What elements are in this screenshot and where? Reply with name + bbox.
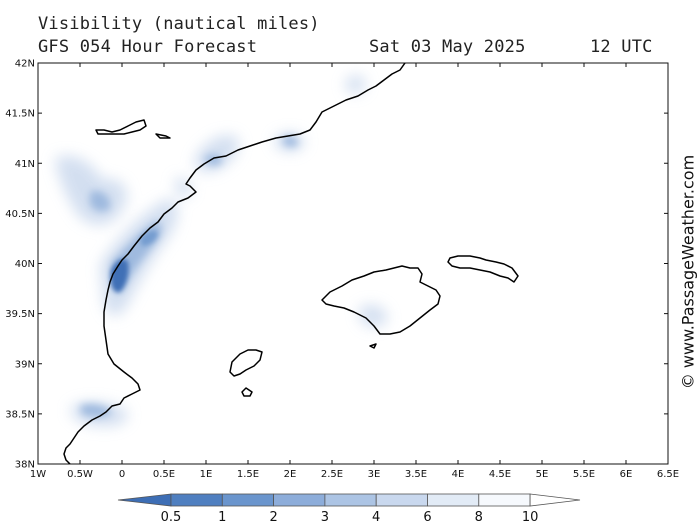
lon-tick-label: 0 <box>119 469 125 480</box>
legend-label: 2 <box>269 510 277 525</box>
forecast-time: 12 UTC <box>590 37 653 57</box>
legend-label: 6 <box>423 510 431 525</box>
lon-tick-label: 1W <box>30 469 46 480</box>
cabrera-island <box>369 343 377 349</box>
legend-swatch <box>170 493 223 507</box>
lon-tick-label: 4E <box>452 469 465 480</box>
lat-tick-label: 39N <box>15 359 35 370</box>
legend-label: 3 <box>321 510 329 525</box>
ebro-delta-islet-north <box>95 119 147 135</box>
lat-tick-label: 40.5N <box>5 209 35 220</box>
lon-tick-label: 5.5E <box>573 469 595 480</box>
legend-label: 0.5 <box>161 510 182 525</box>
lon-tick-label: 3E <box>368 469 381 480</box>
lon-tick-label: 6.5E <box>657 469 679 480</box>
credit-text: © www.PassageWeather.com <box>678 154 698 390</box>
legend-arrow-high <box>529 493 581 507</box>
lon-tick-label: 6E <box>620 469 633 480</box>
legend-swatch <box>273 493 326 507</box>
lat-tick-label: 42N <box>15 59 35 70</box>
lon-tick-label: 0.5W <box>67 469 93 480</box>
lon-tick-label: 3.5E <box>405 469 427 480</box>
mallorca-island <box>321 265 441 335</box>
visibility-legend: 0.5 1 2 3 4 6 8 10 <box>117 493 581 525</box>
visibility-shading <box>55 75 388 427</box>
forecast-label: GFS 054 Hour Forecast <box>38 37 258 57</box>
coastline <box>63 63 519 464</box>
legend-swatch <box>221 493 275 507</box>
forecast-date: Sat 03 May 2025 <box>369 37 526 57</box>
lon-tick-label: 0.5E <box>153 469 175 480</box>
ibiza-island <box>229 349 263 377</box>
lon-tick-label: 5E <box>536 469 549 480</box>
legend-swatch <box>375 493 428 507</box>
legend-swatch <box>427 493 480 507</box>
legend-label: 10 <box>522 510 539 525</box>
lat-tick-label: 39.5N <box>5 309 35 320</box>
legend-swatch <box>324 493 377 507</box>
lon-tick-label: 2.5E <box>321 469 343 480</box>
legend-label: 4 <box>372 510 380 525</box>
legend-arrow-low <box>117 493 172 507</box>
lat-tick-label: 38N <box>15 460 35 471</box>
lon-tick-label: 1.5E <box>237 469 259 480</box>
ebro-delta-islet-east <box>155 133 171 139</box>
lon-tick-label: 2E <box>284 469 297 480</box>
lat-tick-label: 40N <box>15 259 35 270</box>
lon-tick-label: 4.5E <box>489 469 511 480</box>
legend-label: 8 <box>475 510 483 525</box>
lon-tick-label: 1E <box>200 469 213 480</box>
iberian-coastline <box>63 63 406 464</box>
menorca-island <box>447 255 519 283</box>
map-title: Visibility (nautical miles) <box>38 14 320 34</box>
legend-label: 1 <box>218 510 226 525</box>
lat-tick-label: 38.5N <box>5 409 35 420</box>
lat-tick-label: 41N <box>15 159 35 170</box>
formentera-island <box>241 387 253 397</box>
lat-tick-label: 41.5N <box>5 109 35 120</box>
axis-ticks: 1W 0.5W 0 0.5E 1E 1.5E 2E 2.5E 3E 3.5E 4E 4.5E 5E 5.5… <box>5 59 679 481</box>
legend-swatch <box>478 493 531 507</box>
